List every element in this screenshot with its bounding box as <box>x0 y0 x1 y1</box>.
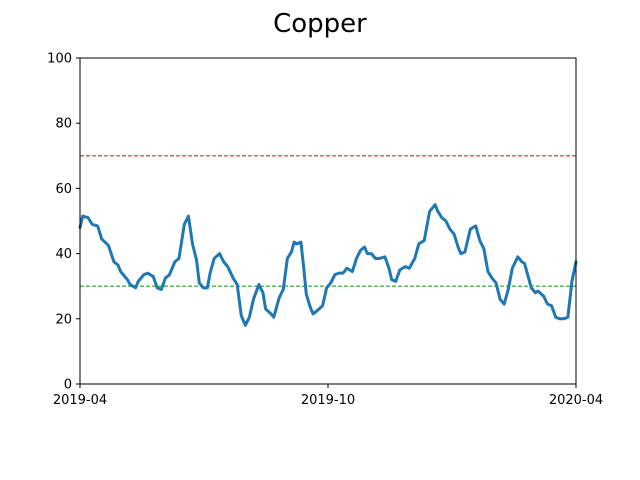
series-line <box>78 203 578 327</box>
x-tick-label: 2020-04 <box>549 393 603 408</box>
y-tick-label: 20 <box>55 312 72 327</box>
x-tick-label: 2019-10 <box>301 393 355 408</box>
x-tick-label: 2019-04 <box>53 393 107 408</box>
y-tick-label: 100 <box>47 52 72 67</box>
plot-area-frame <box>79 57 577 385</box>
y-tick-label: 40 <box>55 247 72 262</box>
chart-title: Copper <box>273 9 367 39</box>
y-tick-label: 0 <box>64 378 72 393</box>
x-axis: 2019-04 2019-10 2020-04 <box>53 384 603 408</box>
y-axis: 0 20 40 60 80 100 <box>47 52 80 393</box>
reference-lines <box>80 155 576 287</box>
y-tick-label: 80 <box>55 117 72 132</box>
series-layer <box>78 203 578 327</box>
y-tick-label: 60 <box>55 182 72 197</box>
